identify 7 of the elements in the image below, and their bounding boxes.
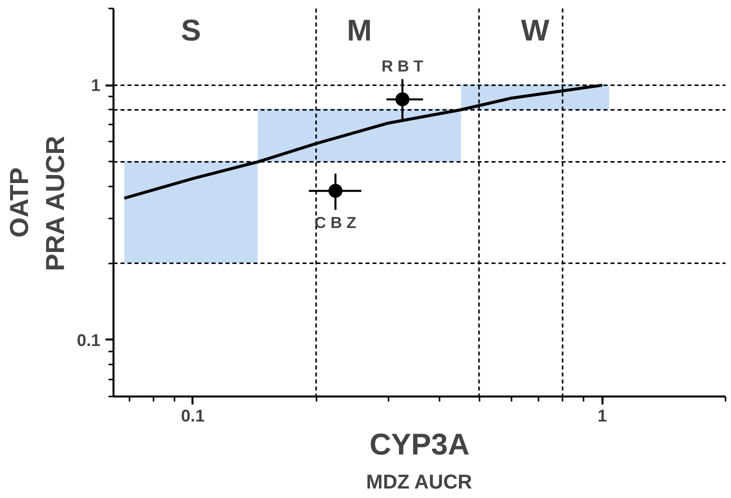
annotation: M <box>346 14 372 48</box>
annotation: C B Z <box>314 214 357 232</box>
text: CYP3A MDZ AUCR <box>366 428 472 494</box>
annotation: S <box>180 14 201 48</box>
annotation: R B T <box>382 58 424 76</box>
annotation: W <box>520 14 550 48</box>
y-axis-title: OATP PRA AUCR <box>4 136 70 272</box>
